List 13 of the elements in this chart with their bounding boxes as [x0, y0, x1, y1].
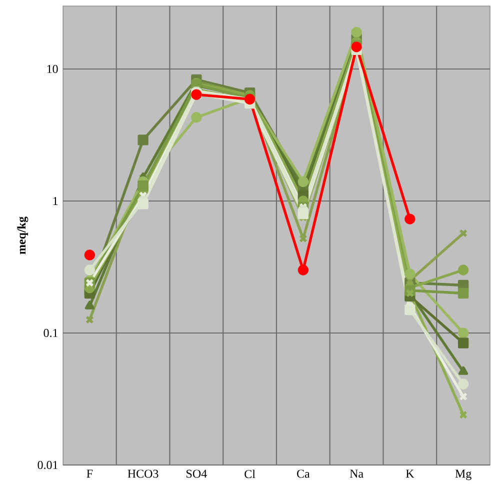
y-tick-label: 0.1	[44, 328, 58, 338]
y-tick-label: 10	[47, 64, 58, 74]
x-tick-label: Mg	[455, 470, 472, 480]
y-axis-title: meq/kg	[17, 216, 28, 254]
x-tick-label: Cl	[244, 470, 256, 478]
y-tick-label: 0.01	[38, 460, 58, 470]
x-tick-label: Na	[350, 470, 364, 478]
x-tick-label: HCO3	[128, 470, 158, 478]
x-tick-label: SO4	[186, 470, 207, 478]
x-tick-label: Ca	[297, 470, 310, 478]
x-tick-label: K	[406, 470, 414, 478]
y-tick-label: 1	[53, 197, 58, 205]
x-tick-label: F	[86, 470, 93, 478]
